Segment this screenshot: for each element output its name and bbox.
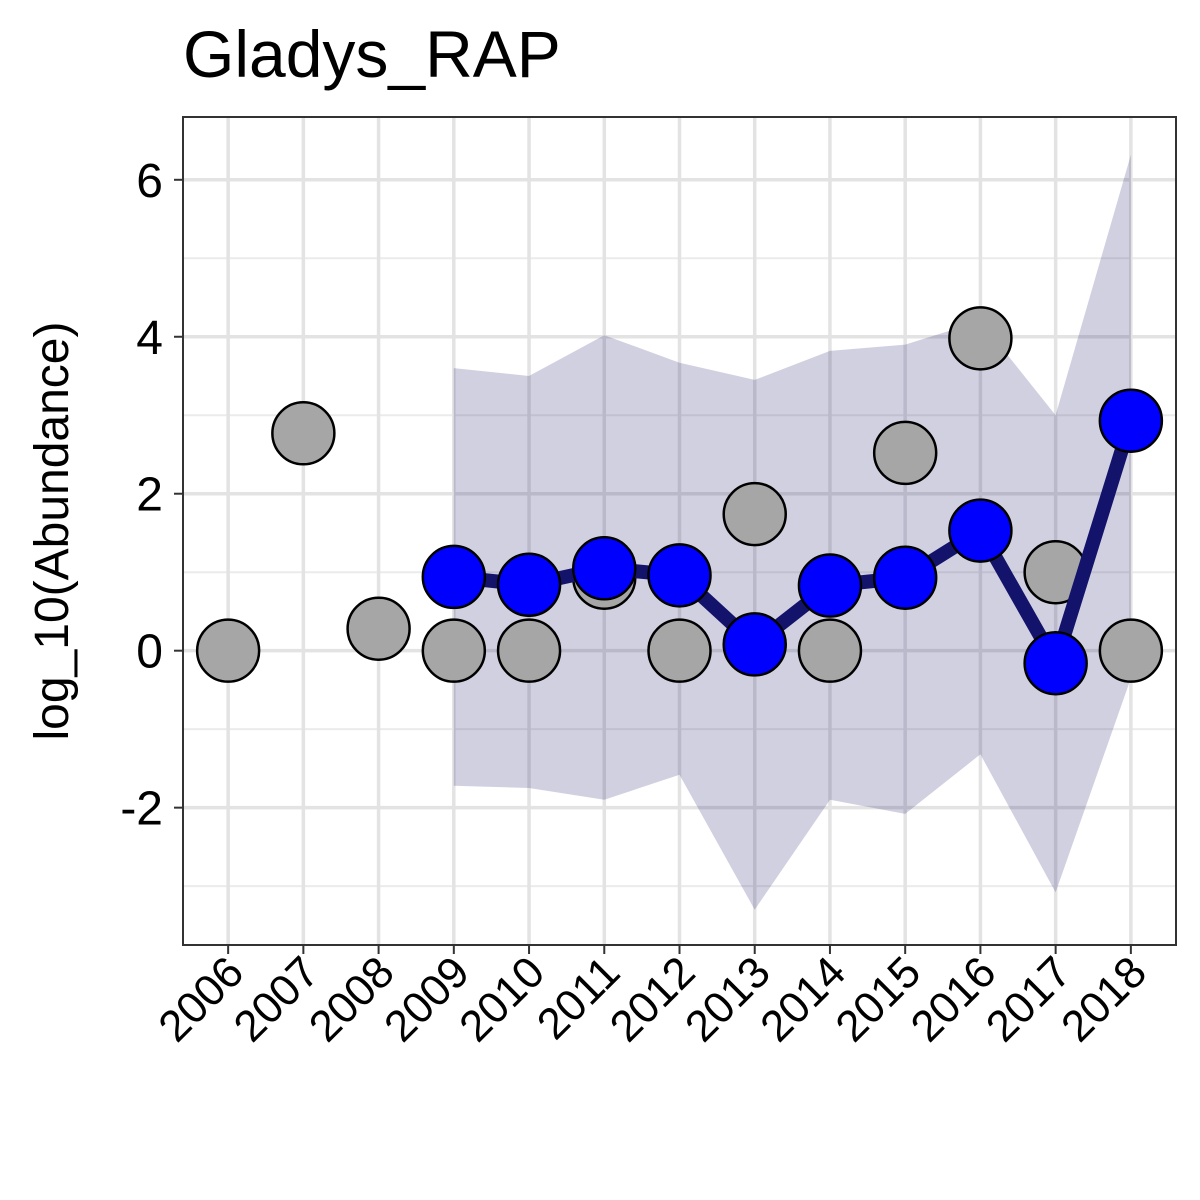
observed-point xyxy=(1098,618,1164,683)
x-tick-label: 2009 xyxy=(375,947,479,1051)
estimated-points xyxy=(421,388,1164,696)
x-tick-label: 2017 xyxy=(977,947,1081,1051)
observed-point xyxy=(421,618,487,683)
estimated-point xyxy=(948,498,1013,563)
x-tick-label: 2013 xyxy=(676,947,780,1051)
estimated-point xyxy=(421,544,487,610)
estimated-point xyxy=(797,553,863,618)
estimated-point xyxy=(722,612,787,677)
x-tick-label: 2011 xyxy=(528,947,630,1049)
x-tick-label: 2006 xyxy=(149,947,253,1051)
x-tick-label: 2012 xyxy=(601,947,705,1051)
y-tick-label: 2 xyxy=(136,469,163,522)
trend-line-path xyxy=(453,418,1138,671)
y-axis-label: log_10(Abundance) xyxy=(26,322,79,741)
observed-point xyxy=(797,618,863,683)
grid xyxy=(183,117,1176,945)
x-tick-label: 2014 xyxy=(751,947,855,1051)
y-tick-label: 4 xyxy=(136,312,163,365)
estimated-point xyxy=(1023,630,1088,696)
y-tick-label: 0 xyxy=(136,626,163,679)
x-tick-label: 2016 xyxy=(902,947,1006,1051)
observed-point xyxy=(872,420,938,486)
observed-point xyxy=(271,401,336,466)
x-tick-label: 2010 xyxy=(450,947,554,1051)
y-axis: -2 0 2 4 6 xyxy=(120,155,183,836)
y-tick-label: -2 xyxy=(120,783,163,836)
chart-title: Gladys_RAP xyxy=(183,17,561,91)
observed-point xyxy=(346,596,411,661)
observed-point xyxy=(647,618,712,683)
x-tick-label: 2015 xyxy=(826,947,930,1051)
observed-point xyxy=(496,618,562,683)
observed-point xyxy=(195,618,261,683)
x-axis: 2006200720082009201020112012201320142015… xyxy=(149,945,1156,1051)
observed-points xyxy=(195,306,1164,683)
estimated-point xyxy=(647,543,712,608)
observed-point xyxy=(722,481,787,547)
trend-line xyxy=(453,418,1138,671)
x-tick-label: 2018 xyxy=(1052,947,1156,1051)
estimated-point xyxy=(496,552,562,618)
estimated-point xyxy=(1098,388,1164,453)
estimated-point xyxy=(572,536,637,601)
observed-point xyxy=(948,306,1013,371)
estimated-point xyxy=(872,545,938,610)
x-tick-label: 2007 xyxy=(225,947,329,1051)
x-tick-label: 2008 xyxy=(300,947,404,1051)
y-tick-label: 6 xyxy=(136,155,163,208)
